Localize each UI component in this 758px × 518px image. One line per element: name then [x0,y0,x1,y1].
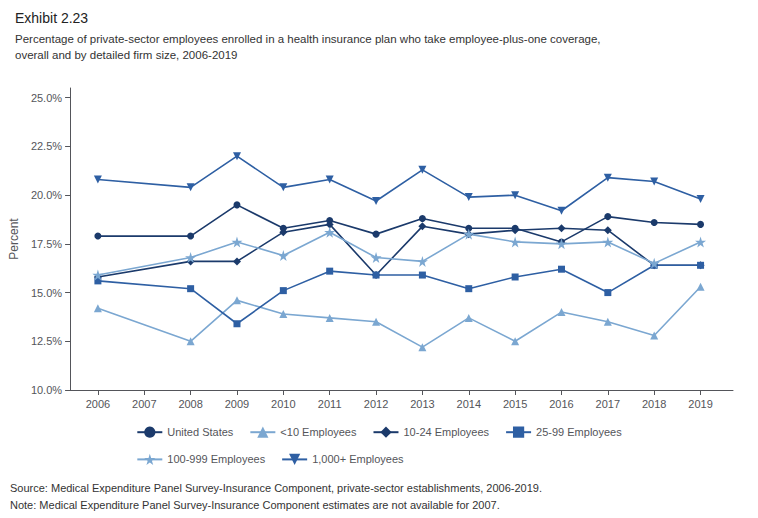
svg-text:2008: 2008 [178,398,202,410]
svg-text:10.0%: 10.0% [31,384,62,396]
svg-text:<10 Employees: <10 Employees [280,426,357,438]
svg-text:2014: 2014 [457,398,481,410]
svg-text:2007: 2007 [132,398,156,410]
svg-text:1,000+ Employees: 1,000+ Employees [312,453,404,465]
svg-text:2006: 2006 [86,398,110,410]
svg-text:Source: Medical Expenditure Pa: Source: Medical Expenditure Panel Survey… [10,482,542,494]
svg-text:United States: United States [167,426,234,438]
svg-text:2011: 2011 [318,398,342,410]
svg-text:2016: 2016 [549,398,573,410]
svg-text:17.5%: 17.5% [31,238,62,250]
svg-text:2018: 2018 [642,398,666,410]
svg-text:10-24 Employees: 10-24 Employees [403,426,489,438]
svg-text:2019: 2019 [688,398,712,410]
svg-text:Note: Medical Expenditure Pane: Note: Medical Expenditure Panel Survey-I… [10,499,500,511]
svg-text:2010: 2010 [271,398,295,410]
svg-text:Exhibit 2.23: Exhibit 2.23 [15,10,88,26]
svg-text:2017: 2017 [596,398,620,410]
svg-text:2015: 2015 [503,398,527,410]
svg-text:22.5%: 22.5% [31,140,62,152]
svg-text:25.0%: 25.0% [31,92,62,104]
svg-text:Percent: Percent [7,218,21,260]
svg-text:2013: 2013 [410,398,434,410]
svg-text:20.0%: 20.0% [31,189,62,201]
svg-text:2009: 2009 [225,398,249,410]
svg-text:Percentage of private-sector e: Percentage of private-sector employees e… [15,33,601,45]
svg-text:overall and by detailed firm s: overall and by detailed firm size, 2006-… [15,49,237,61]
svg-text:15.0%: 15.0% [31,287,62,299]
svg-text:25-99 Employees: 25-99 Employees [536,426,622,438]
svg-text:100-999 Employees: 100-999 Employees [167,453,265,465]
svg-text:12.5%: 12.5% [31,335,62,347]
svg-text:2012: 2012 [364,398,388,410]
